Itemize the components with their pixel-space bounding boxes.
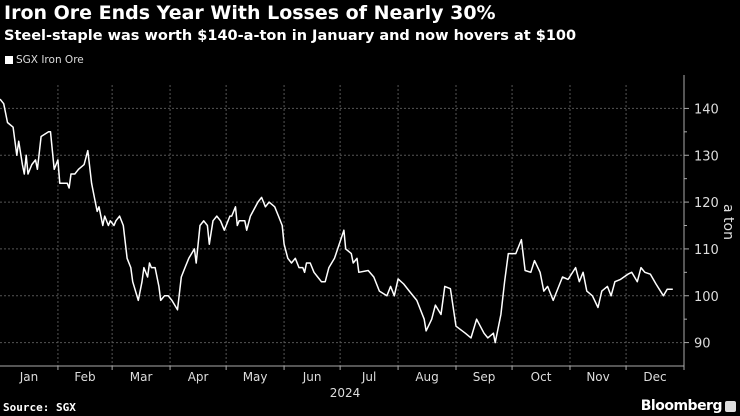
y-tick-label: 110 (694, 243, 719, 258)
y-tick-label: 90 (694, 337, 711, 352)
chart-subtitle: Steel-staple was worth $140-a-ton in Jan… (4, 28, 577, 44)
legend: SGX Iron Ore (5, 54, 84, 66)
x-tick-label: Apr (188, 370, 209, 384)
x-tick-label: Oct (531, 370, 552, 384)
x-tick-label: Sep (473, 370, 496, 384)
x-tick-label: May (243, 370, 268, 384)
x-tick-label: Dec (643, 370, 666, 384)
y-tick-label: 100 (694, 290, 719, 305)
x-tick-label: Nov (586, 370, 609, 384)
x-tick-label: Aug (415, 370, 438, 384)
legend-label: SGX Iron Ore (16, 54, 84, 66)
bloomberg-icon (725, 401, 736, 412)
x-tick-label: Feb (74, 370, 95, 384)
series-line-sgx-iron-ore (0, 98, 673, 344)
x-tick-label: Jun (302, 370, 322, 384)
x-axis-label: 2024 (330, 386, 361, 400)
x-tick-label: Jul (361, 370, 376, 384)
brand-logo: Bloomberg (640, 398, 723, 414)
y-axis-label: a ton (720, 204, 736, 240)
x-tick-label: Jan (19, 370, 39, 384)
x-tick-label: Mar (130, 370, 153, 384)
source-note: Source: SGX (3, 401, 76, 414)
chart-title: Iron Ore Ends Year With Losses of Nearly… (4, 2, 496, 24)
legend-swatch (5, 56, 13, 64)
y-tick-label: 140 (694, 102, 719, 117)
y-tick-label: 130 (694, 149, 719, 164)
y-tick-label: 120 (694, 196, 719, 211)
